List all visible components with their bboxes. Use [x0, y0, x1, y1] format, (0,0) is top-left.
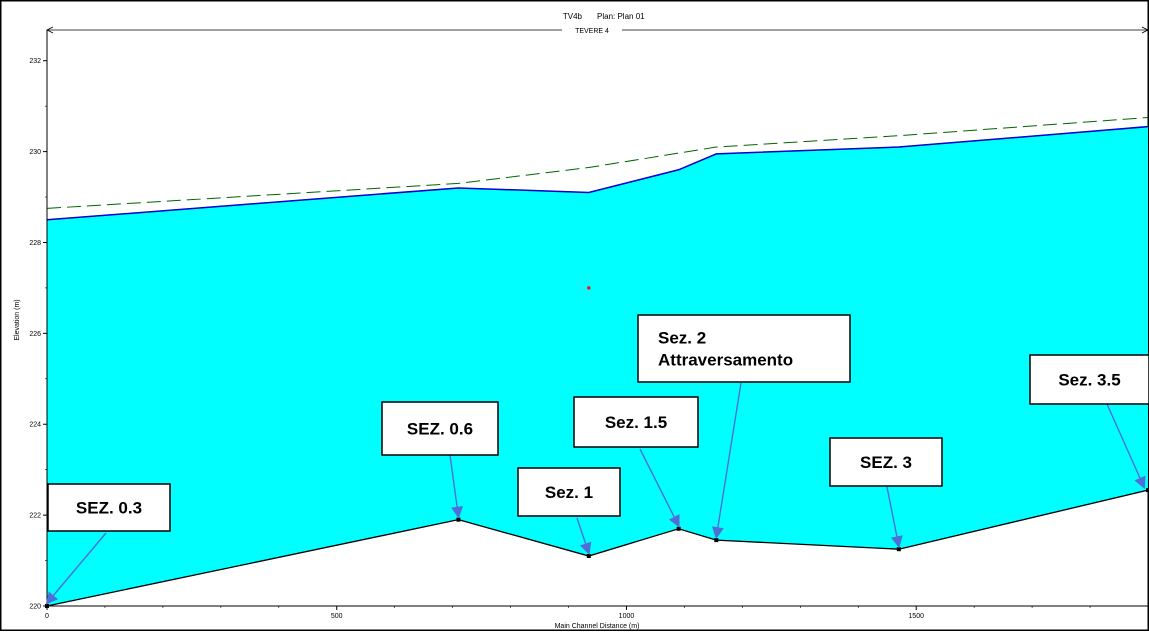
- callout-box: [381, 401, 499, 456]
- reach-arrow-left: [46, 26, 54, 34]
- y-tick-label: 226: [29, 331, 41, 338]
- y-axis-label: Elevation (m): [14, 299, 21, 340]
- callout-label: Attraversamento: [658, 351, 793, 370]
- callout-arrow: [449, 454, 464, 519]
- y-tick-label: 222: [29, 513, 41, 520]
- annotation-callout: SEZ. 3: [829, 437, 943, 549]
- ground-point: [676, 526, 681, 531]
- callout-label: Sez. 2: [658, 329, 706, 348]
- callout-label: Sez. 3.5: [1058, 371, 1120, 390]
- annotation-callout: Sez. 1.5: [573, 396, 699, 528]
- annotation-callout: Sez. 2 Attraversamento: [637, 314, 851, 540]
- callout-label: Sez. 1: [545, 483, 593, 502]
- y-tick-label: 224: [29, 422, 41, 429]
- energy-grade-line: [46, 117, 1149, 209]
- callout-arrow: [711, 382, 742, 540]
- callout-box: [1029, 354, 1149, 405]
- y-tick-label: 220: [29, 604, 41, 611]
- annotation-callout: SEZ. 0.6: [381, 401, 499, 519]
- callout-label: Sez. 1.5: [605, 413, 667, 432]
- water-surface-line: [46, 125, 1149, 221]
- red-marker-point: [587, 286, 591, 290]
- chart-subtitle: Plan: Plan 01: [597, 12, 645, 21]
- x-tick-label: 500: [331, 613, 343, 620]
- callout-box: [517, 467, 621, 517]
- callout-arrow: [886, 486, 903, 549]
- y-tick-label: 228: [29, 240, 41, 247]
- callout-label: SEZ. 3: [860, 453, 912, 472]
- annotation-callout: Sez. 1: [517, 467, 621, 555]
- reach-label-bg: [562, 25, 622, 35]
- ground-point: [714, 538, 719, 543]
- annotation-callout: Sez. 3.5: [1029, 354, 1149, 489]
- reach-label: TEVERE 4: [575, 28, 609, 35]
- chart-title: TV4b: [563, 12, 583, 21]
- callout-arrow: [45, 532, 107, 605]
- x-axis-label: Main Channel Distance (m): [555, 623, 640, 630]
- callout-box: [637, 314, 851, 383]
- x-tick-label: 1500: [908, 613, 924, 620]
- ground-point: [896, 547, 901, 552]
- callout-box: [573, 396, 699, 448]
- y-tick-label: 232: [29, 58, 41, 65]
- callout-label: SEZ. 0.6: [407, 420, 473, 439]
- ground-point: [586, 554, 591, 559]
- callout-arrow: [576, 517, 592, 555]
- callout-arrow: [1106, 403, 1146, 489]
- callout-label: SEZ. 0.3: [76, 499, 142, 518]
- reach-arrow-right: [1141, 26, 1149, 34]
- x-tick-label: 0: [45, 613, 49, 620]
- callout-box: [47, 483, 171, 532]
- annotation-callout: SEZ. 0.3: [45, 483, 171, 605]
- ground-point: [456, 517, 461, 522]
- callout-box: [829, 437, 943, 487]
- y-tick-label: 230: [29, 149, 41, 156]
- ground-point: [1146, 488, 1149, 493]
- x-tick-label: 1000: [619, 613, 635, 620]
- plot-area: TEVERE 4 0 500 1000 1500 220 222 224 226 228 230 23…: [29, 25, 1149, 620]
- callout-arrow: [639, 448, 680, 528]
